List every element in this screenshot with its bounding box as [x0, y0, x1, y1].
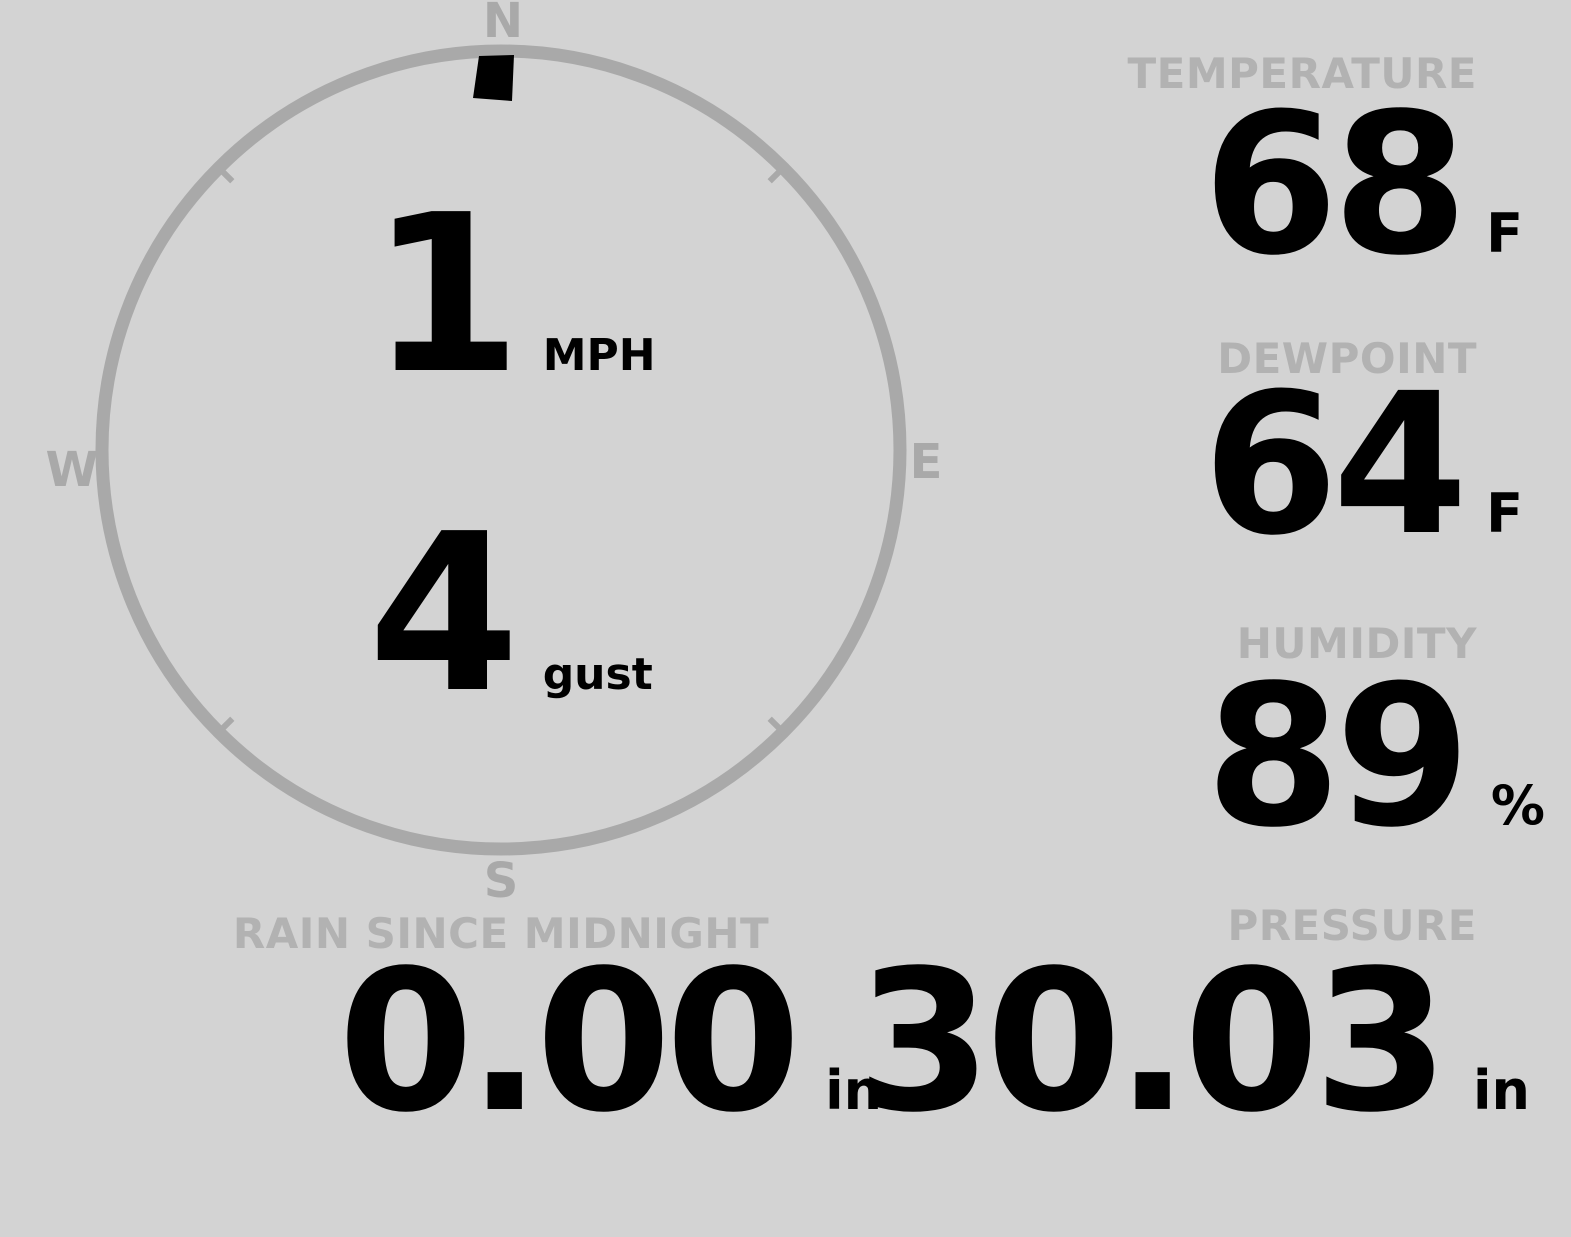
- pressure-unit: in: [1473, 1059, 1530, 1122]
- pressure-value: 30.03: [856, 928, 1449, 1155]
- humidity-metric: HUMIDITY 89 %: [1205, 619, 1545, 870]
- rain-metric: 0.00 in: [338, 944, 882, 1139]
- dewpoint-metric: DEWPOINT 64 F: [1202, 334, 1523, 578]
- compass-label-south: S: [483, 853, 519, 909]
- wind-gust-value: 4: [368, 488, 520, 741]
- compass-label-east: E: [909, 434, 943, 490]
- rain-label: RAIN SINCE MIDNIGHT: [232, 909, 770, 958]
- humidity-label: HUMIDITY: [1236, 619, 1477, 668]
- tick-sw-icon: [216, 716, 235, 735]
- humidity-value: 89: [1205, 643, 1471, 870]
- wind-speed-unit: MPH: [542, 330, 656, 381]
- dewpoint-label: DEWPOINT: [1217, 334, 1477, 383]
- dewpoint-value: 64: [1202, 351, 1468, 578]
- rain-unit: in: [825, 1059, 883, 1122]
- compass-label-west: W: [45, 442, 99, 498]
- temperature-metric: TEMPERATURE 68 F: [1127, 49, 1523, 298]
- compass-ring: [95, 44, 907, 856]
- pressure-metric: PRESSURE 30.03 in: [856, 901, 1530, 1155]
- pressure-label: PRESSURE: [1227, 901, 1477, 950]
- wind-speed-readout: 1 MPH: [370, 187, 656, 405]
- wind-gust-readout: 4 gust: [368, 506, 653, 724]
- temperature-label: TEMPERATURE: [1127, 49, 1477, 98]
- rain-value: 0.00: [338, 928, 801, 1155]
- temperature-value: 68: [1202, 71, 1468, 298]
- wind-speed-value: 1: [370, 169, 522, 422]
- temperature-unit: F: [1486, 202, 1523, 265]
- compass-ticks: [216, 165, 786, 735]
- wind-direction-marker-icon: [473, 55, 514, 101]
- compass-label-north: N: [482, 0, 524, 49]
- tick-ne-icon: [767, 165, 786, 184]
- dewpoint-unit: F: [1486, 482, 1523, 545]
- wind-gust-label: gust: [542, 649, 653, 700]
- tick-se-icon: [767, 716, 786, 735]
- tick-nw-icon: [216, 165, 235, 184]
- humidity-unit: %: [1490, 774, 1545, 837]
